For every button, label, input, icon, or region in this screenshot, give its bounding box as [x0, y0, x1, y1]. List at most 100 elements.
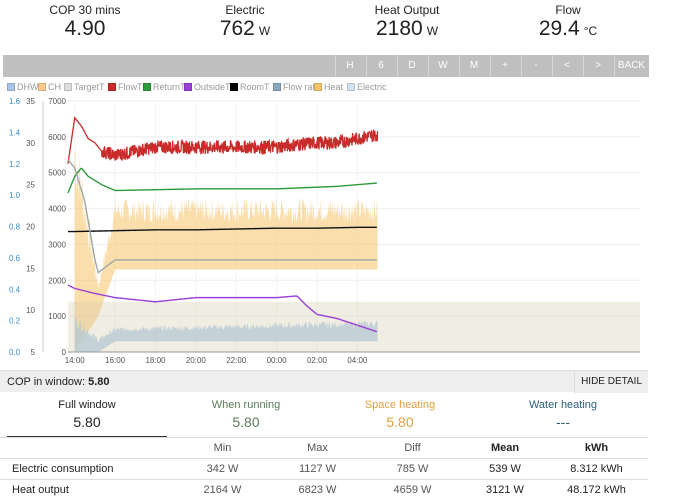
tick-label-power: 7000 — [48, 97, 66, 106]
table-header: Diff — [360, 437, 465, 459]
tab-space-heating[interactable]: Space heating 5.80 — [320, 392, 480, 437]
pan-right-button[interactable]: > — [583, 55, 612, 77]
table-cell: 2164 W — [170, 479, 275, 501]
legend-swatch — [143, 83, 151, 91]
stat-unit: °C — [583, 24, 598, 38]
tick-label-flow-rate: 0.6 — [9, 254, 21, 263]
electric-area — [74, 316, 378, 352]
legend-label: DHW — [17, 82, 39, 92]
stat-electric: Electric 762 W — [160, 0, 330, 43]
legend-swatch — [108, 83, 116, 91]
legend-label: CH — [48, 82, 61, 92]
tick-label-flow-rate: 0.8 — [9, 223, 21, 232]
zoom-6h-button[interactable]: 6 — [366, 55, 395, 77]
stat-unit: W — [426, 24, 439, 38]
tick-label-time: 04:00 — [347, 356, 368, 365]
tick-label-temp: 30 — [26, 139, 35, 148]
zoom-hour-button[interactable]: H — [335, 55, 364, 77]
tick-label-temp: 20 — [26, 223, 35, 232]
tab-label: Water heating — [528, 399, 598, 411]
zoom-in-button[interactable]: + — [490, 55, 519, 77]
summary-table: Min Max Diff Mean kWh Electric consumpti… — [0, 437, 648, 501]
legend-label: Heat — [324, 82, 344, 92]
series-line-outsidet — [67, 284, 378, 333]
table-cell: 4659 W — [360, 479, 465, 501]
legend-swatch — [7, 83, 15, 91]
tick-label-power: 2000 — [48, 276, 66, 285]
legend-item-heat[interactable]: Heat — [314, 82, 343, 92]
legend-item-outsidet[interactable]: OutsideT — [184, 82, 231, 92]
legend-swatch — [273, 83, 281, 91]
tick-label-power: 5000 — [48, 169, 66, 178]
legend-item-dhw[interactable]: DHW — [7, 82, 39, 92]
tick-label-time: 18:00 — [145, 356, 166, 365]
zoom-out-button[interactable]: - — [521, 55, 550, 77]
cop-window-text: COP in window: — [7, 376, 86, 388]
series-line-returnt — [67, 167, 377, 194]
table-header: Mean — [465, 437, 545, 459]
stat-label: Heat Output — [374, 3, 440, 17]
electric-area-fill — [68, 301, 640, 352]
hide-detail-button[interactable]: HIDE DETAIL — [574, 371, 648, 393]
tick-label-time: 14:00 — [65, 356, 86, 365]
tab-water-heating[interactable]: Water heating --- — [483, 392, 643, 437]
legend-item-targett[interactable]: TargetT — [64, 82, 105, 92]
tick-label-flow-rate: 0.2 — [9, 317, 21, 326]
zoom-week-button[interactable]: W — [428, 55, 457, 77]
tab-full-window[interactable]: Full window 5.80 — [7, 392, 167, 437]
stat-value: 762 — [219, 17, 255, 40]
stat-label: Flow — [555, 3, 581, 17]
legend-swatch — [347, 83, 355, 91]
legend-label: TargetT — [74, 82, 105, 92]
tick-label-power: 0 — [62, 348, 67, 357]
legend-label: Flow rate — [283, 82, 321, 92]
table-cell: 48.172 kWh — [545, 479, 648, 501]
legend-item-flowt[interactable]: FlowT — [108, 82, 143, 92]
table-row: Electric consumption 342 W 1127 W 785 W … — [0, 458, 648, 480]
table-header: Max — [275, 437, 360, 459]
stat-label: COP 30 mins — [49, 3, 121, 17]
tick-label-time: 20:00 — [186, 356, 207, 365]
legend-label: RoomT — [240, 82, 270, 92]
table-cell: 6823 W — [275, 479, 360, 501]
table-cell: 3121 W — [465, 479, 545, 501]
tick-label-flow-rate: 0.4 — [9, 285, 21, 294]
legend-swatch — [314, 83, 322, 91]
tab-when-running[interactable]: When running 5.80 — [166, 392, 326, 437]
pan-left-button[interactable]: < — [552, 55, 581, 77]
tick-label-time: 00:00 — [267, 356, 288, 365]
table-header: kWh — [545, 437, 648, 459]
chart-toolbar: H 6 D W M + - < > BACK — [3, 55, 649, 77]
timeseries-chart: 0.0 0.2 0.4 0.6 0.8 1.0 1.2 1.4 1.6 5 10 15 20 25 30 35… — [9, 97, 640, 365]
zoom-month-button[interactable]: M — [459, 55, 488, 77]
table-header: Min — [170, 437, 275, 459]
legend-label: Electric — [357, 82, 387, 92]
back-button[interactable]: BACK — [614, 55, 648, 77]
cop-window-value: 5.80 — [88, 376, 110, 388]
legend-item-electric[interactable]: Electric — [347, 82, 387, 92]
tab-label: Space heating — [364, 399, 436, 411]
legend-swatch — [184, 83, 192, 91]
tick-label-flow-rate: 1.0 — [9, 191, 21, 200]
tick-label-temp: 25 — [26, 181, 35, 190]
series-line-roomt — [68, 226, 377, 233]
legend-item-roomt[interactable]: RoomT — [230, 82, 270, 92]
tab-value: 5.80 — [232, 414, 260, 430]
legend-item-returnt[interactable]: ReturnT — [143, 82, 186, 92]
tick-label-temp: 5 — [31, 348, 36, 357]
zoom-day-button[interactable]: D — [397, 55, 426, 77]
legend-item-ch[interactable]: CH — [38, 82, 61, 92]
tick-label-power: 1000 — [48, 312, 66, 321]
tick-label-power: 6000 — [48, 133, 66, 142]
tick-label-flow-rate: 0.0 — [9, 348, 21, 357]
table-cell: 785 W — [360, 458, 465, 480]
series-line-flowt — [67, 116, 379, 164]
series-line-targett — [67, 159, 377, 274]
legend-item-flow-rate[interactable]: Flow rate — [273, 82, 320, 92]
cop-tabs: Full window 5.80 When running 5.80 Space… — [0, 392, 648, 437]
table-cell: 342 W — [170, 458, 275, 480]
tab-value: --- — [556, 414, 570, 430]
tick-label-time: 22:00 — [226, 356, 247, 365]
tick-label-temp: 15 — [26, 264, 35, 273]
legend-label: FlowT — [118, 82, 143, 92]
